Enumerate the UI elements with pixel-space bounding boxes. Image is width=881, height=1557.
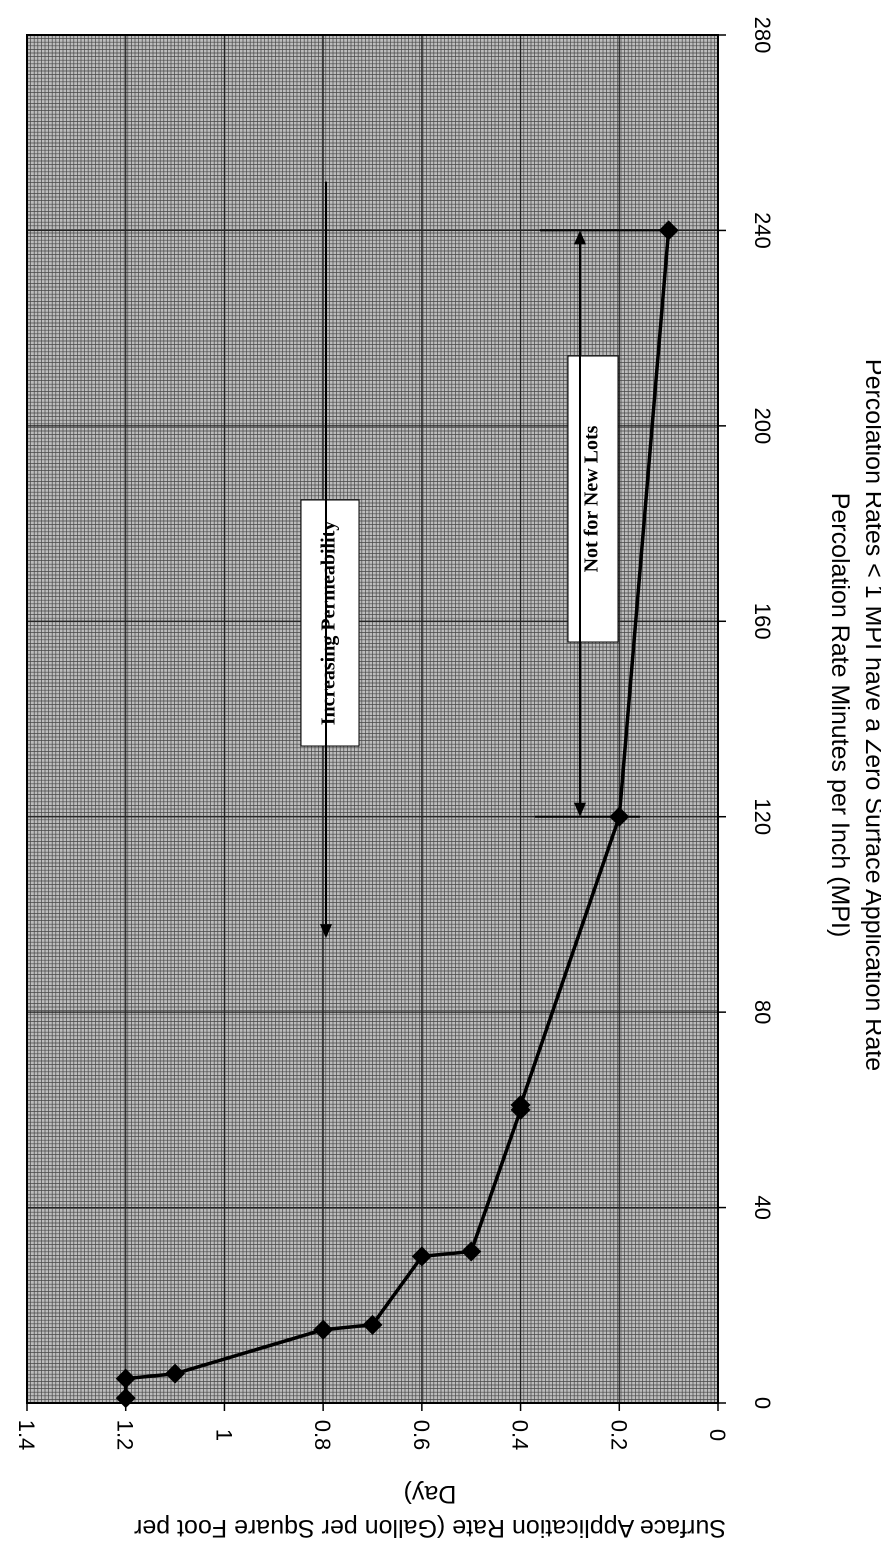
x-tick-label: 200 — [750, 407, 775, 444]
gridlines — [26, 34, 718, 1404]
y-tick-label: 1.2 — [113, 1420, 138, 1451]
y-tick-label: 0.6 — [409, 1420, 434, 1451]
not-for-new-lots-label: Not for New Lots — [567, 355, 619, 643]
data-point — [115, 1368, 136, 1389]
x-tick-label: 0 — [750, 1397, 775, 1409]
y-tick-label: 0.2 — [606, 1420, 631, 1451]
y-tick-label: 1 — [211, 1429, 236, 1441]
lots-arrow-head-top — [574, 230, 586, 245]
increasing-permeability-label: Increasing Permeability — [300, 499, 360, 747]
not-for-new-lots-text: Not for New Lots — [581, 425, 603, 572]
data-point — [165, 1363, 186, 1384]
axes: Percolation Rate Minutes per Inch (MPI) … — [14, 17, 881, 1542]
grid-path — [26, 34, 718, 1404]
data-point — [411, 1246, 432, 1267]
data-point — [115, 1388, 136, 1409]
annotations: Increasing Permeability Not for New Lots — [300, 181, 660, 939]
x-tick-label: 240 — [750, 212, 775, 249]
y-axis-title-line1: Surface Application Rate (Gallon per Squ… — [134, 1514, 726, 1542]
x-axis-note: Percolation Rates < 1 MPI have a Zero Su… — [860, 359, 881, 1071]
plot-area — [26, 34, 719, 1409]
data-point — [313, 1319, 334, 1340]
data-point — [658, 220, 679, 241]
data-point — [510, 1094, 531, 1115]
x-tick-label: 280 — [750, 17, 775, 54]
plot-frame — [26, 34, 719, 1404]
y-axis-title-line2: Day) — [404, 1480, 457, 1508]
data-point — [461, 1241, 482, 1262]
x-axis-title: Percolation Rate Minutes per Inch (MPI) — [826, 493, 854, 938]
y-tick-label: 1.4 — [14, 1420, 39, 1451]
x-tick-label: 80 — [750, 1000, 775, 1024]
increasing-permeability-text: Increasing Permeability — [318, 521, 340, 726]
data-point — [362, 1314, 383, 1335]
y-tick-label: 0 — [705, 1429, 730, 1441]
x-tick-label: 40 — [750, 1195, 775, 1219]
permeability-arrow-head — [320, 924, 332, 939]
y-tick-label: 0.4 — [508, 1420, 533, 1451]
x-tick-label: 120 — [750, 798, 775, 835]
lots-arrow-head-bottom — [574, 802, 586, 817]
y-tick-label: 0.8 — [310, 1420, 335, 1451]
x-tick-label: 160 — [750, 603, 775, 640]
